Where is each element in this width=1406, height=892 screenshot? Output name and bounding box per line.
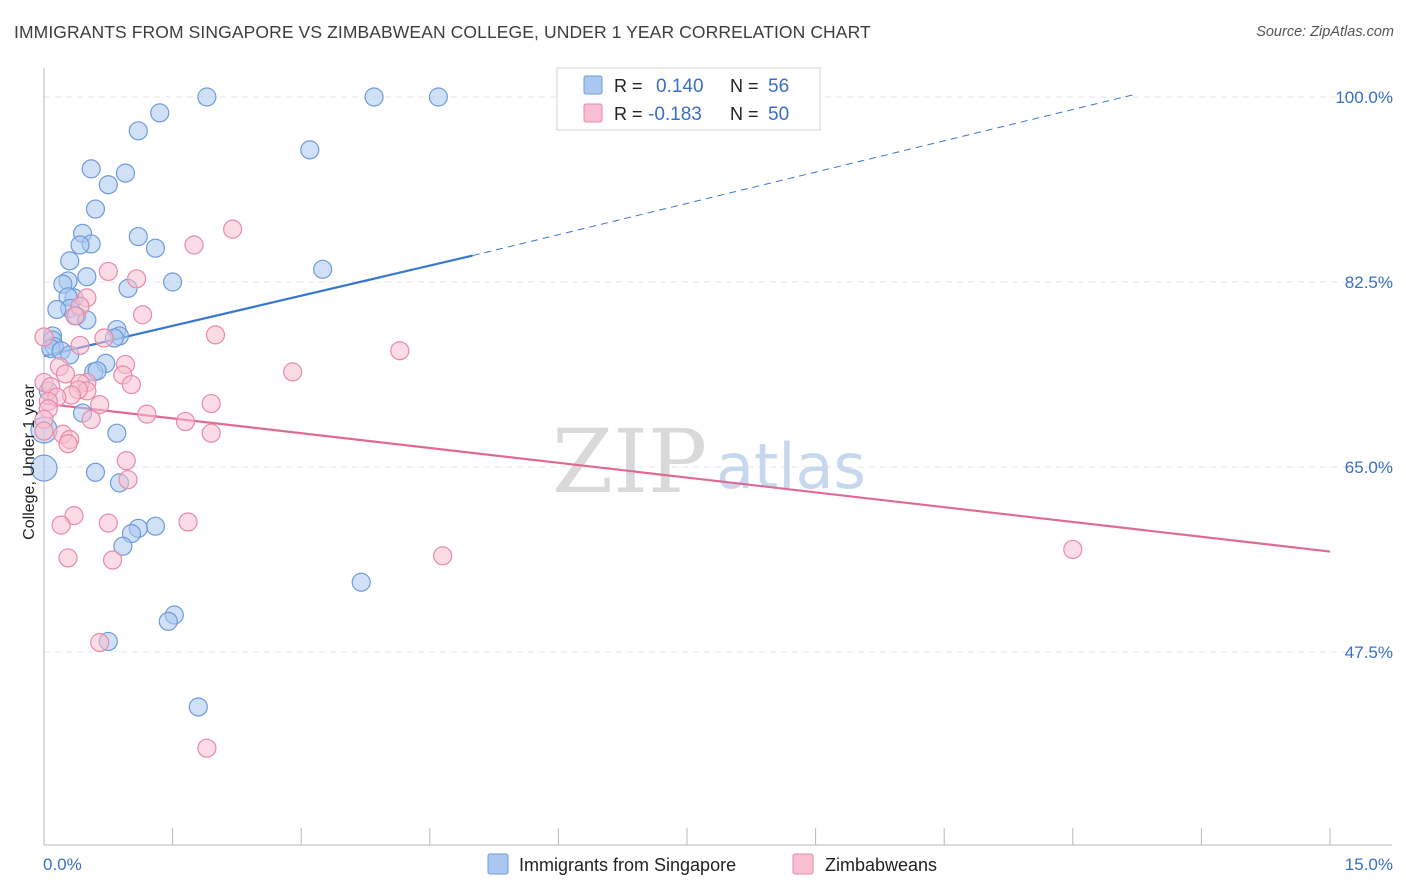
point-singapore [351, 572, 371, 592]
point-singapore [98, 175, 118, 195]
legend-n-label-zimbabweans: N = [730, 104, 759, 124]
point-singapore [60, 251, 80, 271]
point-singapore [128, 121, 148, 141]
chart-title: IMMIGRANTS FROM SINGAPORE VS ZIMBABWEAN … [14, 22, 871, 42]
point-zimbabweans [197, 738, 217, 758]
watermark: ZIP atlas [552, 410, 866, 513]
series-legend-label-singapore: Immigrants from Singapore [519, 855, 736, 875]
point-zimbabweans [390, 341, 410, 361]
point-zimbabweans [201, 393, 221, 414]
point-zimbabweans [132, 305, 153, 325]
point-zimbabweans [121, 374, 142, 395]
trend-line-zimbabweans [43, 402, 1331, 553]
point-zimbabweans [98, 513, 118, 533]
series-legend-swatch-zimbabweans [792, 853, 814, 875]
x-tick-labels: 0.0% 15.0% [43, 855, 1393, 874]
point-singapore [128, 226, 148, 247]
point-singapore [81, 159, 101, 179]
point-zimbabweans [116, 451, 136, 471]
point-zimbabweans [102, 550, 123, 570]
legend-r-label-zimbabweans: R = [614, 104, 643, 124]
gridlines [44, 96, 1392, 653]
point-singapore [188, 697, 208, 717]
y-tick-label: 82.5% [1345, 273, 1393, 292]
y-tick-label: 65.0% [1345, 458, 1393, 477]
point-zimbabweans [64, 506, 84, 526]
point-zimbabweans [34, 327, 54, 347]
legend-r-value-singapore: 0.140 [656, 76, 704, 97]
x-tick-label: 0.0% [43, 855, 82, 874]
point-zimbabweans [70, 335, 90, 356]
point-singapore [70, 235, 90, 255]
y-tick-labels: 100.0% 82.5% 65.0% 47.5% [1335, 88, 1393, 662]
legend-r-value-zimbabweans: -0.183 [648, 104, 702, 125]
point-zimbabweans [283, 362, 303, 382]
point-zimbabweans [178, 512, 198, 532]
point-singapore [428, 87, 448, 107]
point-singapore [150, 103, 170, 123]
trend-line-singapore-extension [472, 94, 1133, 257]
point-zimbabweans [433, 546, 453, 566]
point-singapore [115, 163, 136, 183]
point-zimbabweans [65, 306, 85, 326]
point-singapore [300, 140, 320, 160]
point-zimbabweans [81, 409, 101, 430]
data-points [30, 87, 1083, 758]
point-zimbabweans [51, 515, 71, 535]
legend-swatch-zimbabweans [583, 103, 603, 123]
point-zimbabweans [58, 434, 78, 454]
point-singapore [145, 238, 166, 258]
point-zimbabweans [90, 395, 110, 415]
point-zimbabweans [98, 261, 118, 282]
point-singapore [85, 199, 106, 219]
watermark-atlas: atlas [716, 430, 866, 503]
source-credit: Source: ZipAtlas.com [1256, 24, 1394, 40]
point-zimbabweans [137, 404, 157, 424]
point-singapore [77, 267, 97, 287]
legend-n-value-zimbabweans: 50 [768, 104, 789, 125]
point-zimbabweans [58, 548, 78, 568]
correlation-legend: R = 0.140 N = 56 R = -0.183 N = 50 [556, 67, 821, 131]
point-zimbabweans [205, 325, 226, 345]
series-legend-swatch-singapore [487, 853, 509, 875]
legend-n-label-singapore: N = [730, 76, 759, 96]
point-zimbabweans [126, 269, 147, 289]
point-zimbabweans [1063, 539, 1083, 560]
x-tick-label: 15.0% [1345, 855, 1393, 874]
series-legend: Immigrants from Singapore Zimbabweans [487, 853, 937, 875]
point-zimbabweans [175, 411, 196, 432]
point-zimbabweans [34, 421, 54, 441]
point-zimbabweans [94, 328, 114, 348]
point-singapore [145, 516, 166, 536]
y-tick-label: 47.5% [1345, 643, 1393, 662]
y-tick-label: 100.0% [1335, 88, 1393, 107]
point-singapore [364, 87, 384, 107]
legend-swatch-singapore [583, 75, 603, 95]
point-singapore [313, 259, 333, 279]
point-singapore [197, 87, 217, 107]
point-singapore [163, 272, 183, 292]
point-zimbabweans [118, 470, 138, 490]
point-zimbabweans [184, 235, 204, 255]
point-zimbabweans [55, 364, 76, 384]
y-axis-label: College, Under 1 year [21, 384, 38, 540]
watermark-zip: ZIP [552, 410, 707, 513]
series-legend-label-zimbabweans: Zimbabweans [825, 855, 937, 875]
point-singapore [30, 454, 58, 482]
point-singapore [158, 611, 178, 631]
point-singapore [85, 462, 106, 482]
point-zimbabweans [90, 632, 110, 653]
legend-n-value-singapore: 56 [768, 76, 789, 97]
point-singapore [47, 299, 67, 320]
point-zimbabweans [201, 423, 221, 443]
point-singapore [107, 423, 127, 443]
point-singapore [113, 536, 133, 556]
legend-r-label-singapore: R = [614, 76, 643, 96]
point-zimbabweans [223, 219, 243, 239]
